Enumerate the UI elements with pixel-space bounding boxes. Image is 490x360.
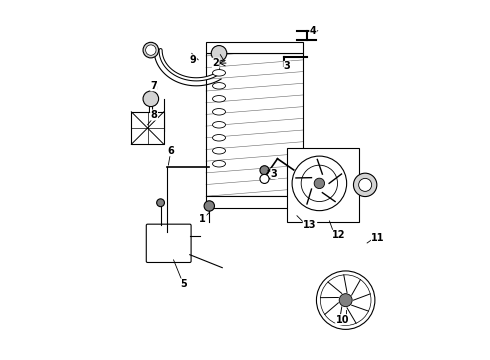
Circle shape xyxy=(211,46,227,61)
Circle shape xyxy=(359,178,371,192)
Text: 7: 7 xyxy=(151,81,157,91)
Ellipse shape xyxy=(213,135,225,141)
Text: 1: 1 xyxy=(199,214,206,224)
Circle shape xyxy=(314,178,324,189)
Ellipse shape xyxy=(213,95,225,102)
Circle shape xyxy=(260,174,269,184)
Text: 3: 3 xyxy=(271,168,278,179)
Ellipse shape xyxy=(213,122,225,128)
Text: 11: 11 xyxy=(371,233,385,243)
Circle shape xyxy=(353,173,377,197)
Circle shape xyxy=(143,42,159,58)
Circle shape xyxy=(143,91,159,107)
Ellipse shape xyxy=(213,109,225,115)
Bar xyxy=(206,196,303,208)
Ellipse shape xyxy=(213,148,225,154)
Text: 9: 9 xyxy=(190,55,196,65)
Text: 8: 8 xyxy=(150,110,157,120)
Text: 6: 6 xyxy=(167,146,173,156)
Text: 10: 10 xyxy=(336,315,349,325)
Text: 13: 13 xyxy=(303,220,317,230)
Circle shape xyxy=(339,294,352,307)
Circle shape xyxy=(204,201,215,211)
Circle shape xyxy=(157,199,165,207)
Ellipse shape xyxy=(213,69,225,76)
Text: 5: 5 xyxy=(180,279,187,289)
Circle shape xyxy=(146,45,156,55)
Bar xyxy=(206,53,303,196)
Ellipse shape xyxy=(213,161,225,167)
Circle shape xyxy=(260,166,269,175)
Text: 12: 12 xyxy=(332,230,346,240)
Bar xyxy=(287,148,359,222)
Ellipse shape xyxy=(213,82,225,89)
FancyBboxPatch shape xyxy=(147,224,191,262)
Text: 4: 4 xyxy=(310,26,317,36)
Bar xyxy=(206,42,303,53)
Text: 3: 3 xyxy=(284,61,291,71)
Text: 2: 2 xyxy=(212,58,219,68)
Bar xyxy=(131,112,164,144)
